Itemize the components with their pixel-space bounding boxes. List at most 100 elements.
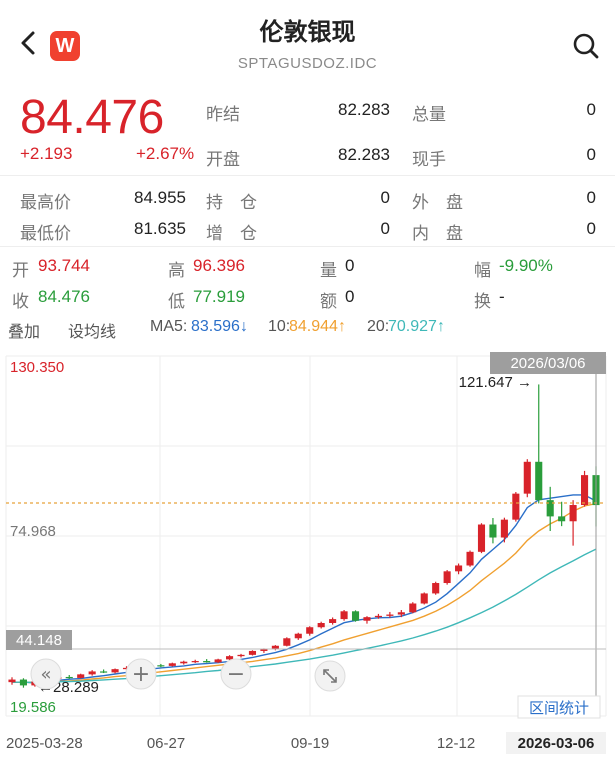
period-range-label: 幅: [474, 261, 491, 280]
candle-body: [432, 583, 440, 594]
candle-body: [420, 593, 428, 604]
high-label: 最高价: [20, 193, 71, 212]
kline-chart[interactable]: 2026/03/06 130.350 74.968 19.586 44.148 …: [0, 348, 615, 763]
period-range-value: -9.90%: [499, 256, 553, 275]
page-title: 伦敦银现: [259, 19, 356, 46]
candle-body: [512, 493, 520, 520]
inner-value: 0: [586, 219, 596, 238]
back-button[interactable]: [18, 28, 38, 66]
minus-icon: −: [227, 662, 245, 687]
inner-label: 内 盘: [412, 224, 463, 243]
candle-body: [111, 669, 119, 673]
candle-body: [535, 461, 543, 501]
low-label: 最低价: [20, 224, 71, 243]
outer-value: 0: [586, 188, 596, 207]
price-change: +2.193: [20, 144, 73, 163]
x-tick: 06-27: [147, 735, 185, 752]
candle-body: [466, 551, 474, 566]
low-value: 81.635: [134, 219, 186, 238]
candle-body: [569, 505, 577, 522]
candle-body: [546, 500, 554, 517]
candle-body: [203, 661, 211, 663]
period-amount-label: 额: [320, 292, 337, 311]
y-top-label: 130.350: [10, 359, 64, 376]
candle-body: [191, 661, 199, 663]
x-tick: 12-12: [437, 735, 475, 752]
candle-body: [248, 650, 257, 655]
period-high-value: 96.396: [193, 256, 245, 275]
zoom-in-button[interactable]: +: [125, 658, 157, 690]
ma5-value: 83.596↓: [191, 318, 248, 335]
period-close-value: 84.476: [38, 287, 90, 306]
search-button[interactable]: [572, 32, 600, 65]
candle-body: [19, 679, 28, 686]
ma20-value: 70.927↑: [388, 318, 445, 335]
search-icon: [573, 33, 599, 59]
candle-body: [271, 645, 279, 650]
candle-body: [237, 654, 245, 657]
last-price: 84.476: [20, 91, 164, 144]
max-annotation: 121.647 →: [459, 374, 532, 391]
y-bottom-label: 19.586: [10, 699, 56, 716]
period-turnover-label: 换: [474, 292, 491, 311]
candle-body: [340, 611, 348, 620]
ma-indicator-bar: 叠加 设均线 MA5: 83.596↓ 10: 84.944↑ 20: 70.9…: [0, 318, 615, 344]
candle-body: [558, 516, 566, 522]
candle-body: [260, 649, 268, 651]
candle-body: [317, 623, 325, 628]
candle-body: [580, 475, 589, 506]
fullscreen-button[interactable]: [314, 660, 346, 692]
add-label: 增 仓: [206, 224, 257, 243]
plus-icon: +: [132, 662, 150, 687]
crosshair-date-box: [490, 352, 606, 374]
expand-icon: [323, 669, 337, 683]
candle-body: [489, 524, 497, 538]
candle-body: [306, 627, 314, 634]
candle-body: [283, 638, 291, 646]
candle-body: [455, 565, 463, 572]
range-stats-button[interactable]: 区间统计: [517, 695, 601, 719]
ma10-line: [12, 502, 597, 684]
divider: [0, 246, 615, 247]
ma10-value: 84.944↑: [289, 318, 346, 335]
y-mid-label: 74.968: [10, 523, 56, 540]
candle-body: [397, 612, 405, 615]
divider: [0, 175, 615, 176]
ma20-label: 20:: [367, 318, 390, 335]
price-change-percent: +2.67%: [136, 144, 195, 163]
zoom-out-button[interactable]: −: [220, 658, 252, 690]
double-chevron-left-icon: «: [40, 664, 51, 685]
overlay-button[interactable]: 叠加: [8, 324, 41, 341]
chevron-left-icon: [21, 31, 35, 55]
hold-label: 持 仓: [206, 193, 257, 212]
kline-chart-svg[interactable]: 2026/03/06 130.350 74.968 19.586 44.148 …: [0, 348, 615, 763]
period-open-value: 93.744: [38, 256, 90, 275]
add-value: 0: [380, 219, 390, 238]
candle-body: [168, 663, 176, 666]
candle-body: [374, 615, 382, 618]
set-ma-button[interactable]: 设均线: [68, 324, 117, 341]
app-logo: W: [50, 31, 80, 61]
candle-body: [157, 665, 165, 667]
scroll-left-button[interactable]: «: [30, 658, 62, 690]
outer-label: 外 盘: [412, 193, 463, 212]
candle-body: [443, 571, 451, 584]
range-stats-label: 区间统计: [529, 700, 589, 717]
candle-body: [351, 611, 360, 621]
hold-value: 0: [380, 188, 390, 207]
candle-body: [363, 617, 371, 621]
candle-body: [329, 619, 337, 624]
current-volume-label: 现手: [412, 150, 446, 169]
current-volume-value: 0: [586, 145, 596, 164]
crosshair-date: 2026/03/06: [510, 355, 585, 372]
ma5-label: MA5:: [150, 318, 188, 335]
candle-body: [409, 603, 417, 613]
candle-body: [226, 656, 234, 660]
x-tick: 2026-03-06: [518, 735, 595, 752]
chart-grid: [5, 355, 607, 717]
candle-body: [88, 671, 96, 675]
candle-body: [180, 661, 188, 664]
candle-body: [214, 659, 222, 663]
candle-body: [477, 524, 486, 552]
x-axis: 2025-03-28 06-27 09-19 12-12 2026-03-06: [6, 732, 606, 754]
